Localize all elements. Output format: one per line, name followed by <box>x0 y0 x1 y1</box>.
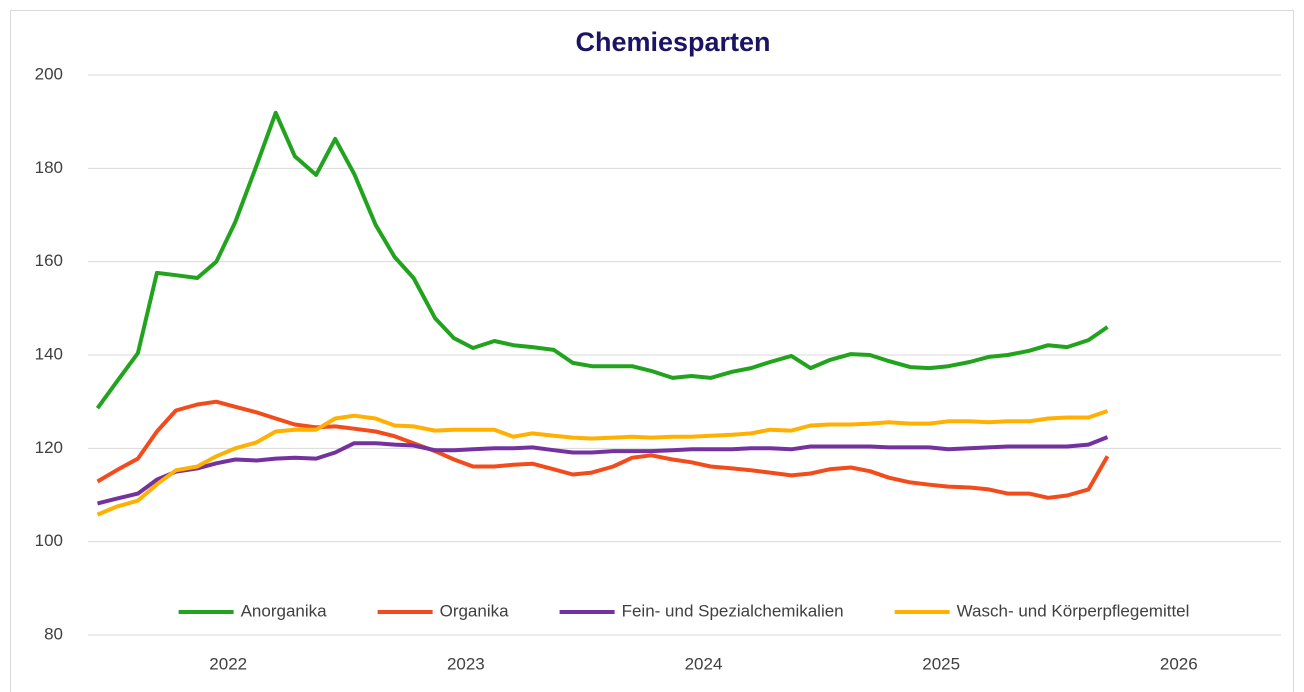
series-line <box>97 435 1109 506</box>
chart-title: Chemiesparten <box>575 27 770 57</box>
y-tick-label: 180 <box>35 158 63 177</box>
x-tick-label: 2026 <box>1160 654 1198 673</box>
legend-label: Wasch- und Körperpflegemittel <box>957 601 1190 620</box>
chart-frame <box>10 10 1294 692</box>
y-tick-label: 160 <box>35 251 63 270</box>
series-line <box>96 399 1110 500</box>
y-tick-label: 100 <box>35 531 63 550</box>
y-tick-label: 200 <box>35 64 63 83</box>
series-line <box>96 409 1109 517</box>
legend-label: Organika <box>440 601 510 620</box>
x-tick-label: 2025 <box>922 654 960 673</box>
legend-label: Fein- und Spezialchemikalien <box>622 601 844 620</box>
y-tick-label: 140 <box>35 344 63 363</box>
x-tick-label: 2022 <box>209 654 247 673</box>
series-line <box>95 110 1109 410</box>
legend-label: Anorganika <box>241 601 328 620</box>
x-tick-label: 2024 <box>685 654 723 673</box>
y-tick-label: 80 <box>44 624 63 643</box>
x-tick-label: 2023 <box>447 654 485 673</box>
y-tick-label: 120 <box>35 438 63 457</box>
